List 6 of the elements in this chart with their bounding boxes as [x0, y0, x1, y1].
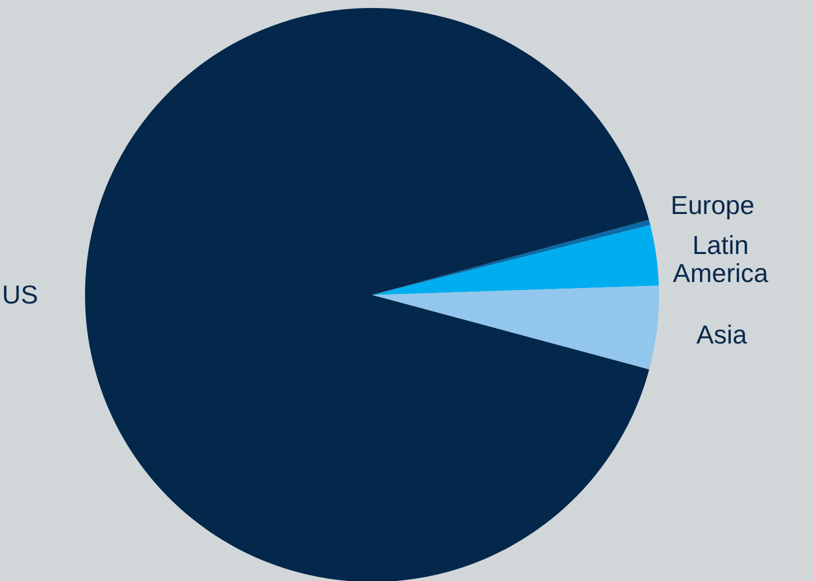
pie-slice	[372, 286, 659, 370]
slice-label: Latin America	[672, 230, 769, 288]
slice-label: US	[2, 279, 38, 310]
slice-label: Asia	[696, 319, 748, 350]
slice-label: Europe	[670, 190, 754, 220]
pie-slice	[86, 8, 650, 581]
